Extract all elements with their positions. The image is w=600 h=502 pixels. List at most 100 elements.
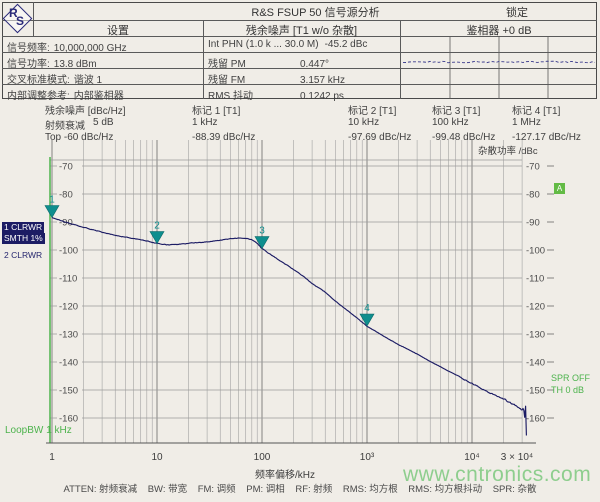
svg-text:-120: -120 [59, 302, 78, 313]
header-table [2, 2, 597, 99]
residual-row-label: 残留 PM [208, 59, 246, 70]
app-title: R&S FSUP 50 信号源分析 [251, 7, 380, 19]
chart-marker-3[interactable]: 3 [254, 226, 270, 250]
watermark: www.cntronics.com [403, 463, 592, 486]
settings-row: 内部调整参考: 内部鉴相器 [7, 87, 124, 102]
settings-row: 信号频率: 10,000,000 GHz [7, 39, 127, 54]
settings-row-label: 交叉标准模式: [7, 75, 70, 86]
svg-text:10⁴: 10⁴ [464, 452, 479, 463]
marker-3-value: -99.48 dBc/Hz [432, 132, 496, 143]
residual-noise-column-header: 残余噪声 [T1 w/o 杂散] [245, 25, 358, 37]
svg-text:-130: -130 [526, 330, 545, 341]
svg-text:100: 100 [254, 452, 271, 463]
chart-marker-4[interactable]: 4 [359, 303, 375, 327]
marker-3-freq: 100 kHz [432, 117, 469, 128]
svg-text:4: 4 [364, 303, 370, 314]
table-line [2, 68, 597, 69]
svg-text:-70: -70 [526, 162, 540, 173]
residual-row-value: 0.1242 ps [300, 91, 344, 102]
marker-1-value: -88.39 dBc/Hz [192, 132, 256, 143]
abbreviation-legend: ATTEN: 射频衰减 BW: 带宽 FM: 调频 PM: 调相 RF: 射频 … [63, 484, 537, 495]
residual-row-value: 0.447° [300, 59, 330, 70]
svg-text:-80: -80 [59, 190, 73, 201]
smoothing-label: SMTH 1% [2, 233, 45, 244]
settings-row-label: 信号频率: [7, 43, 50, 54]
svg-text:-150: -150 [59, 386, 78, 397]
chart-marker-2[interactable]: 2 [149, 221, 165, 245]
rs-logo-letter-s: S [16, 14, 25, 28]
table-line [203, 20, 204, 99]
svg-text:1: 1 [49, 452, 55, 463]
marker-4-name: 标记 4 [T1] [512, 106, 561, 117]
rs-logo-letter-r: R [9, 6, 18, 20]
table-line [2, 36, 597, 37]
threshold-label: TH 0 dB [551, 385, 585, 395]
top-level-label: Top -60 dBc/Hz [45, 132, 114, 143]
residual-row-value: 3.157 kHz [300, 75, 346, 86]
screen-a-badge: A [554, 183, 565, 194]
marker-1-freq: 1 kHz [192, 117, 218, 128]
table-line [33, 2, 34, 36]
residual-noise-unit-label: 残余噪声 [dBc/Hz] [45, 106, 126, 117]
spr-off-label: SPR OFF [551, 373, 591, 383]
settings-row-value: 10,000,000 GHz [53, 43, 127, 54]
residual-row-label: 残留 FM [208, 75, 246, 86]
residual-noise-row: RMS 抖动 0.1242 ps [208, 87, 398, 102]
noise-trace [51, 216, 527, 436]
phase-detector-column-header: 鉴相器 +0 dB [466, 25, 532, 37]
settings-row: 信号功率: 13.8 dBm [7, 55, 97, 70]
svg-text:-80: -80 [526, 190, 540, 201]
settings-column-header: 设置 [107, 25, 129, 37]
table-line [400, 20, 401, 99]
marker-2-name: 标记 2 [T1] [348, 106, 397, 117]
rs-logo: R S [2, 3, 33, 34]
svg-text:3: 3 [259, 226, 265, 237]
svg-text:-160: -160 [526, 414, 545, 425]
loop-bw-label: LoopBW 1 kHz [5, 425, 72, 436]
svg-text:-110: -110 [59, 274, 77, 285]
residual-row-label: Int PHN (1.0 k ... 30.0 M) [208, 39, 319, 50]
phase-detector-mini-chart [402, 37, 596, 99]
settings-row-label: 信号功率: [7, 59, 50, 70]
chart-marker-1[interactable]: 1 [44, 194, 60, 219]
marker-2-value: -97.69 dBc/Hz [348, 132, 412, 143]
lock-status: 锁定 [506, 7, 528, 19]
svg-text:-150: -150 [526, 386, 545, 397]
x-axis-title: 频率偏移/kHz [255, 470, 315, 481]
spur-power-axis-label: 杂散功率 /dBc [478, 146, 538, 157]
residual-row-label: RMS 抖动 [208, 91, 253, 102]
marker-2-freq: 10 kHz [348, 117, 380, 128]
residual-noise-row: 残留 FM 3.157 kHz [208, 71, 398, 86]
svg-text:10: 10 [151, 452, 163, 463]
svg-text:-100: -100 [59, 246, 78, 257]
marker-4-value: -127.17 dBc/Hz [512, 132, 581, 143]
trace-2-label: 2 CLRWR [4, 250, 43, 260]
table-line [2, 84, 597, 85]
svg-text:3 × 10⁴: 3 × 10⁴ [501, 452, 533, 463]
phase-noise-chart: -70 -70 -80 -80 -90 -90 -100 -100 -110 -110 -120 -1… [44, 140, 554, 463]
svg-text:-110: -110 [526, 274, 544, 285]
svg-text:-160: -160 [59, 414, 78, 425]
svg-text:-70: -70 [59, 162, 73, 173]
table-line [2, 20, 597, 21]
settings-row-value: 内部鉴相器 [73, 91, 124, 102]
svg-text:-140: -140 [526, 358, 545, 369]
svg-text:-90: -90 [59, 218, 73, 229]
marker-4-freq: 1 MHz [512, 117, 541, 128]
svg-text:1: 1 [49, 194, 55, 205]
marker-1-name: 标记 1 [T1] [192, 106, 241, 117]
svg-text:-90: -90 [526, 218, 540, 229]
residual-row-value: -45.2 dBc [324, 39, 368, 50]
svg-text:-140: -140 [59, 358, 78, 369]
settings-row-value: 谐波 1 [73, 75, 103, 86]
residual-noise-row: Int PHN (1.0 k ... 30.0 M) -45.2 dBc [208, 39, 398, 50]
table-line [2, 52, 597, 53]
svg-text:2: 2 [154, 221, 160, 232]
settings-row: 交叉标准模式: 谐波 1 [7, 71, 102, 86]
rf-atten-label: 射频衰减 [45, 121, 85, 132]
svg-text:10³: 10³ [360, 452, 375, 463]
trace-1-label: 1 CLRWR [2, 222, 45, 233]
svg-text:-130: -130 [59, 330, 78, 341]
svg-text:-120: -120 [526, 302, 545, 313]
